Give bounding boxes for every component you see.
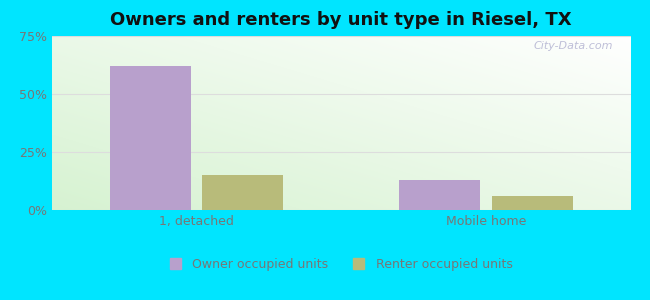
Bar bbox=[399, 180, 480, 210]
Legend: Owner occupied units, Renter occupied units: Owner occupied units, Renter occupied un… bbox=[164, 251, 519, 277]
Bar bbox=[110, 66, 191, 210]
Title: Owners and renters by unit type in Riesel, TX: Owners and renters by unit type in Riese… bbox=[111, 11, 572, 29]
Bar bbox=[491, 196, 573, 210]
Bar bbox=[202, 175, 283, 210]
Text: City-Data.com: City-Data.com bbox=[534, 41, 613, 51]
